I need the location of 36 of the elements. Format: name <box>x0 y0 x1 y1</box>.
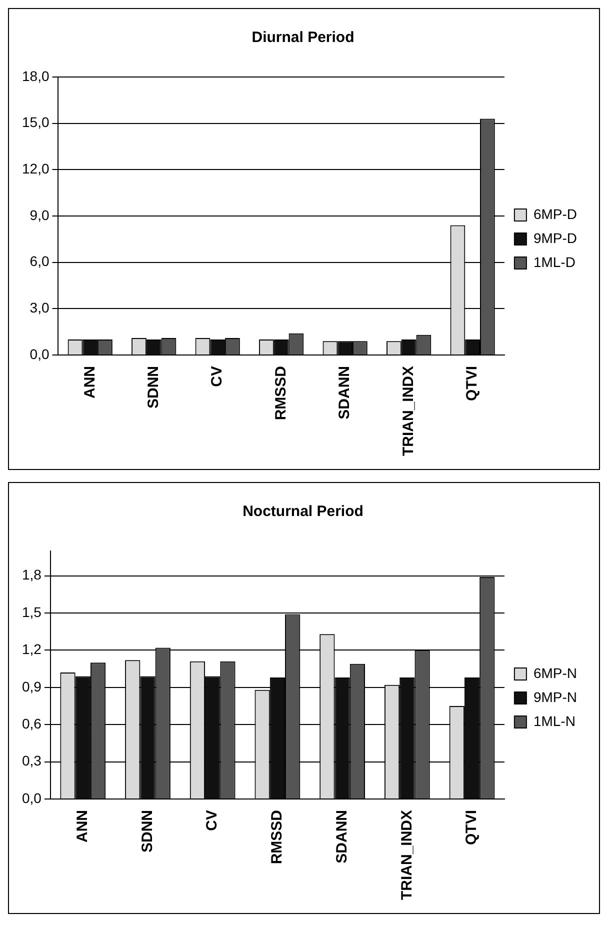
y-tick-label: 1,5 <box>22 604 42 620</box>
legend-label: 1ML-D <box>533 254 576 270</box>
x-tick-label: SDNN <box>145 366 162 409</box>
y-tick-label: 15,0 <box>22 114 50 130</box>
y-tick-label: 0,3 <box>22 752 42 769</box>
y-tick-label: 3,0 <box>30 300 50 316</box>
x-tick-label: TRIAN_INDX <box>400 366 417 456</box>
legend-label: 1ML-N <box>533 712 576 729</box>
y-tick-label: 12,0 <box>22 160 50 177</box>
x-tick-label: CV <box>204 810 221 831</box>
y-tick-label: 1,8 <box>22 566 42 583</box>
x-tick-label: TRIAN_INDX <box>398 810 416 900</box>
legend-label: 6MP-N <box>533 664 578 681</box>
chart-title: Diurnal Period <box>252 29 354 46</box>
y-tick-label: 18,0 <box>22 68 50 84</box>
x-tick-label: RMSSD <box>272 366 290 420</box>
x-tick-label: SDANN <box>333 810 350 864</box>
x-tick-label: QTVI <box>463 810 480 846</box>
legend-label: 9MP-N <box>533 688 578 705</box>
x-tick-label: RMSSD <box>268 810 286 864</box>
legend-label: 9MP-D <box>533 230 578 246</box>
x-tick-label: SDNN <box>138 810 156 853</box>
y-tick-label: 9,0 <box>30 206 50 223</box>
chart-title: Nocturnal Period <box>242 503 364 520</box>
x-tick-label: QTVI <box>464 366 481 402</box>
y-tick-label: 0,9 <box>22 678 42 694</box>
y-tick-label: 0,6 <box>22 715 42 732</box>
x-tick-label: SDANN <box>336 366 354 420</box>
legend-label: 6MP-D <box>533 206 578 222</box>
x-tick-label: ANN <box>74 810 92 842</box>
x-tick-label: CV <box>208 366 226 387</box>
x-tick-label: ANN <box>81 366 98 398</box>
y-tick-label: 1,2 <box>22 641 42 658</box>
y-tick-label: 0,0 <box>30 346 50 362</box>
y-tick-label: 0,0 <box>22 790 42 806</box>
y-tick-label: 6,0 <box>30 253 50 270</box>
